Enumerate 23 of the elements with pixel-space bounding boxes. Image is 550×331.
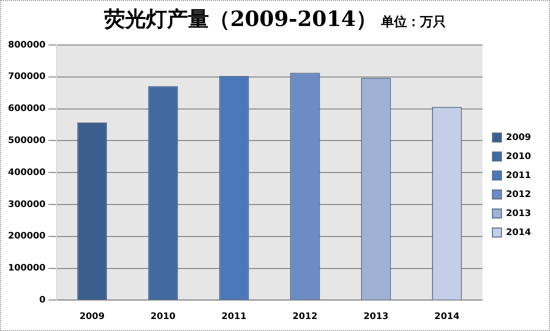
y-tick-label: 0 (39, 296, 46, 306)
x-tick-label: 2009 (80, 312, 105, 322)
y-tick-label: 800000 (8, 40, 46, 50)
chart-subtitle: 单位：万只 (380, 15, 446, 30)
y-tick-label: 600000 (8, 104, 46, 114)
x-tick-label: 2012 (292, 312, 318, 322)
x-tick-label: 2013 (363, 312, 389, 322)
legend-label: 2013 (506, 208, 532, 219)
legend-label: 2012 (506, 190, 532, 200)
chart-title: 荧光灯产量（2009-2014） (104, 6, 377, 31)
y-tick-label: 100000 (8, 264, 46, 274)
y-tick-label: 700000 (8, 72, 46, 82)
x-tick-label: 2011 (221, 312, 247, 322)
legend-label: 2011 (506, 170, 532, 181)
x-tick-label: 2010 (150, 312, 176, 322)
legend-label: 2010 (506, 152, 532, 162)
y-tick-label: 400000 (8, 168, 46, 178)
x-tick-label: 2014 (434, 312, 460, 322)
legend-label: 2009 (506, 132, 532, 143)
y-tick-label: 200000 (8, 232, 46, 242)
legend-label: 2014 (506, 228, 532, 238)
y-tick-label: 500000 (8, 136, 46, 146)
y-tick-label: 300000 (8, 200, 46, 210)
